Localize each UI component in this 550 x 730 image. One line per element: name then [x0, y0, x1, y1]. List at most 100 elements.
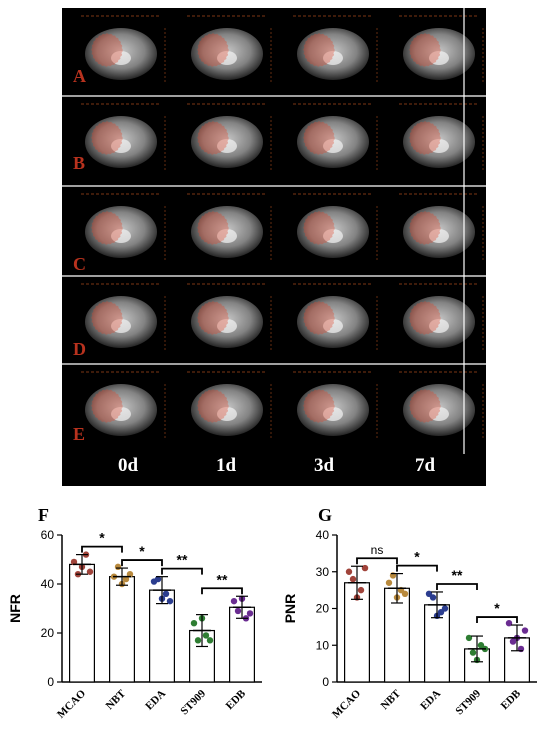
category-label-eda: EDA [143, 688, 168, 713]
lesion-outline [303, 121, 335, 155]
data-point [154, 575, 162, 583]
y-tick-label: 40 [41, 577, 55, 591]
category-label-st909: ST909 [453, 687, 483, 717]
y-tick-label: 0 [47, 675, 54, 689]
lesion-outline [303, 211, 335, 245]
lesion-outline [303, 389, 335, 423]
category-label-edb: EDB [499, 687, 524, 712]
lesion-outline [409, 389, 441, 423]
y-axis-label: PNR [282, 594, 298, 624]
brain-ventricle [217, 51, 237, 65]
brain-ventricle [217, 407, 237, 421]
time-label-0d: 0d [117, 455, 139, 476]
data-point [521, 627, 529, 634]
significance-bracket [396, 564, 438, 572]
data-point [126, 571, 134, 578]
row-label-b: B [73, 153, 86, 173]
lesion-outline [303, 301, 335, 335]
lesion-outline [409, 121, 441, 155]
significance-label: ** [452, 567, 463, 583]
significance-bracket [121, 559, 163, 567]
y-tick-label: 60 [41, 528, 55, 542]
brain-ventricle [429, 319, 449, 333]
lesion-outline [91, 121, 123, 155]
lesion-outline [303, 33, 335, 67]
row-label-a: A [73, 66, 86, 86]
category-label-nbt: NBT [104, 687, 129, 712]
time-label-3d: 3d [313, 455, 335, 476]
brain-ventricle [323, 51, 343, 65]
lesion-outline [91, 389, 123, 423]
data-point [349, 575, 357, 583]
brain-ventricle [323, 319, 343, 333]
brain-ventricle [217, 319, 237, 333]
significance-label: ns [371, 543, 384, 557]
row-label-c: C [73, 254, 86, 274]
y-axis-label: NFR [7, 594, 23, 623]
lesion-outline [91, 33, 123, 67]
data-point [469, 649, 477, 656]
brain-ventricle [323, 229, 343, 243]
significance-bracket [201, 587, 243, 595]
category-label-mcao: MCAO [55, 687, 88, 720]
brain-ventricle [429, 139, 449, 153]
brain-ventricle [111, 319, 131, 333]
category-label-mcao: MCAO [330, 687, 363, 720]
y-tick-label: 10 [316, 638, 330, 652]
brain-ventricle [429, 229, 449, 243]
data-point [190, 620, 198, 627]
lesion-outline [91, 211, 123, 245]
data-point [194, 637, 202, 644]
data-point [345, 568, 353, 575]
data-point [70, 558, 78, 566]
data-point [385, 579, 393, 586]
brain-ventricle [111, 229, 131, 243]
data-point [401, 590, 409, 597]
data-point [162, 590, 170, 597]
panel-letter-g: G [318, 505, 333, 525]
lesion-outline [197, 389, 229, 423]
data-point [505, 620, 513, 627]
significance-label: * [494, 600, 500, 616]
lesion-outline [197, 301, 229, 335]
y-tick-label: 20 [316, 602, 330, 616]
bar-eda [149, 589, 176, 683]
brain-ventricle [323, 139, 343, 153]
y-tick-label: 0 [322, 675, 329, 689]
lesion-outline [197, 33, 229, 67]
y-tick-label: 30 [316, 565, 330, 579]
brain-ventricle [323, 407, 343, 421]
data-point [166, 597, 174, 605]
data-point [361, 564, 369, 572]
category-label-eda: EDA [418, 688, 443, 713]
data-point [234, 607, 242, 615]
significance-bracket [436, 583, 478, 590]
time-label-7d: 7d [414, 455, 436, 476]
lesion-outline [409, 301, 441, 335]
significance-bracket [161, 567, 203, 575]
brain-ventricle [429, 51, 449, 65]
time-label-1d: 1d [215, 455, 237, 476]
category-label-edb: EDB [224, 687, 249, 712]
significance-label: * [99, 530, 105, 546]
brain-ventricle [111, 139, 131, 153]
brain-ventricle [217, 229, 237, 243]
significance-bracket [81, 545, 123, 553]
category-label-st909: ST909 [178, 687, 208, 717]
brain-ventricle [429, 407, 449, 421]
mri-scans [62, 8, 486, 454]
y-tick-label: 40 [316, 528, 330, 542]
panel-letter-f: F [38, 505, 49, 525]
row-label-e: E [73, 424, 86, 444]
row-label-d: D [73, 339, 86, 359]
data-point [206, 637, 214, 644]
lesion-outline [197, 121, 229, 155]
brain-ventricle [111, 407, 131, 421]
significance-label: ** [177, 552, 188, 568]
data-point [429, 594, 437, 601]
bar-st909 [189, 629, 216, 683]
lesion-outline [409, 211, 441, 245]
data-point [122, 575, 130, 583]
